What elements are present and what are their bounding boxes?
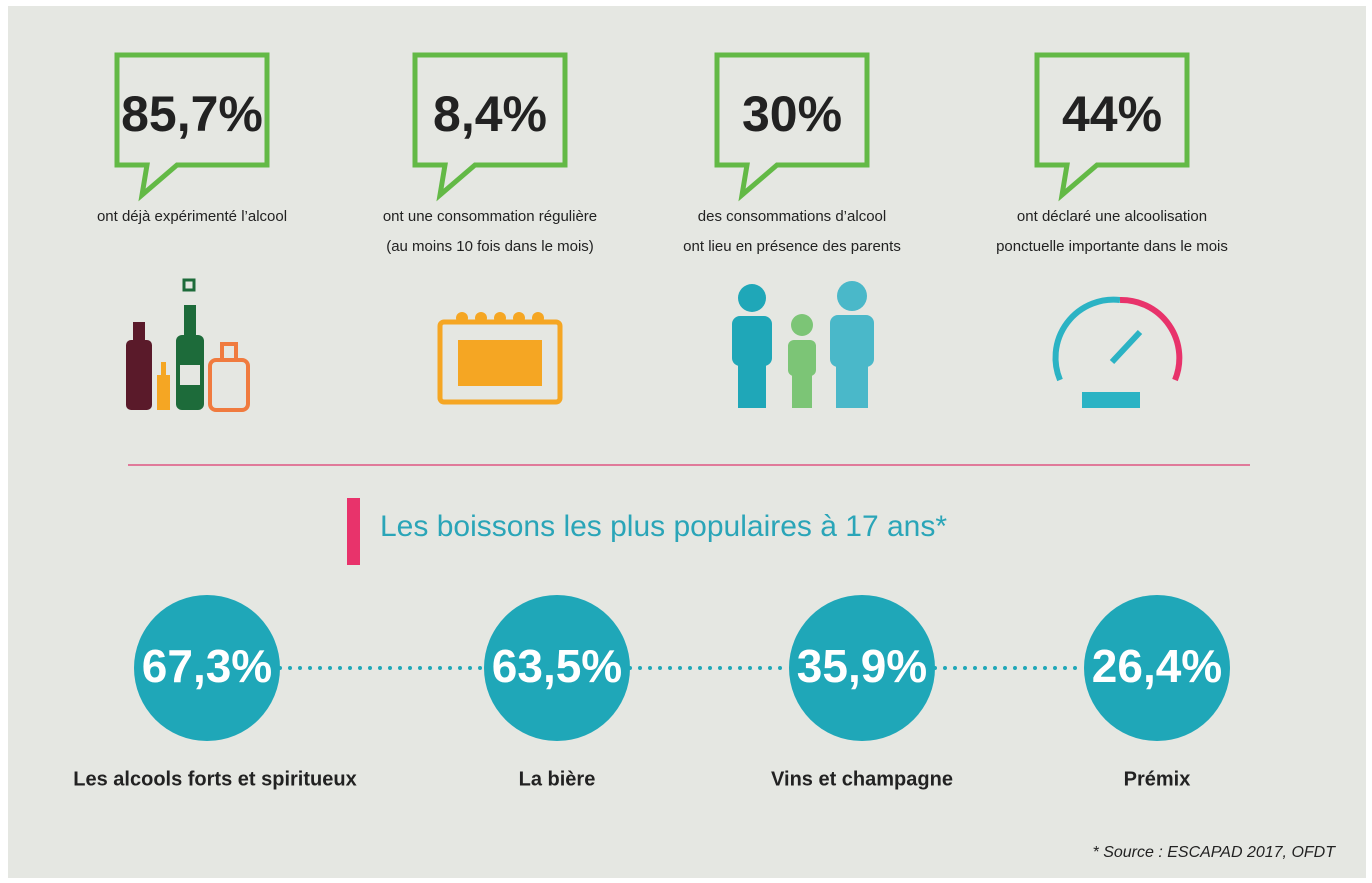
speech-bubble [1034,52,1190,202]
calendar-icon [437,312,563,405]
drink-value: 67,3% [142,640,272,692]
speech-bubble [714,52,870,202]
drink-circle [134,595,280,741]
drink-value: 35,9% [797,640,927,692]
drink-circle [1084,595,1230,741]
drink-label: Vins et champagne [771,768,953,790]
speech-bubble [412,52,568,202]
gauge-icon [1052,296,1183,408]
stat-caption: ont lieu en présence des parents [683,238,901,255]
stat-caption: (au moins 10 fois dans le mois) [386,238,594,255]
stat-caption: ont déclaré une alcoolisation [1017,208,1207,225]
drink-label: Prémix [1124,768,1191,790]
source: * Source : ESCAPAD 2017, OFDT [1093,844,1337,861]
stat-value: 8,4% [433,86,547,142]
stat-value: 85,7% [121,86,263,142]
stat-value: 44% [1062,86,1162,142]
section-title: Les boissons les plus populaires à 17 an… [380,510,947,543]
drink-circle [789,595,935,741]
bottles-icon [126,278,250,412]
drink-label: Les alcools forts et spiritueux [73,768,356,790]
stat-caption: ont déjà expérimenté l’alcool [97,208,287,225]
drink-value: 63,5% [492,640,622,692]
speech-bubble [114,52,270,202]
title-bar [347,498,360,565]
drink-circle [484,595,630,741]
stat-caption: ponctuelle importante dans le mois [996,238,1228,255]
family-icon [732,281,874,408]
stat-value: 30% [742,86,842,142]
stat-caption: ont une consommation régulière [383,208,597,225]
stat-caption: des consommations d’alcool [698,208,886,225]
drink-value: 26,4% [1092,640,1222,692]
drink-label: La bière [519,768,596,790]
